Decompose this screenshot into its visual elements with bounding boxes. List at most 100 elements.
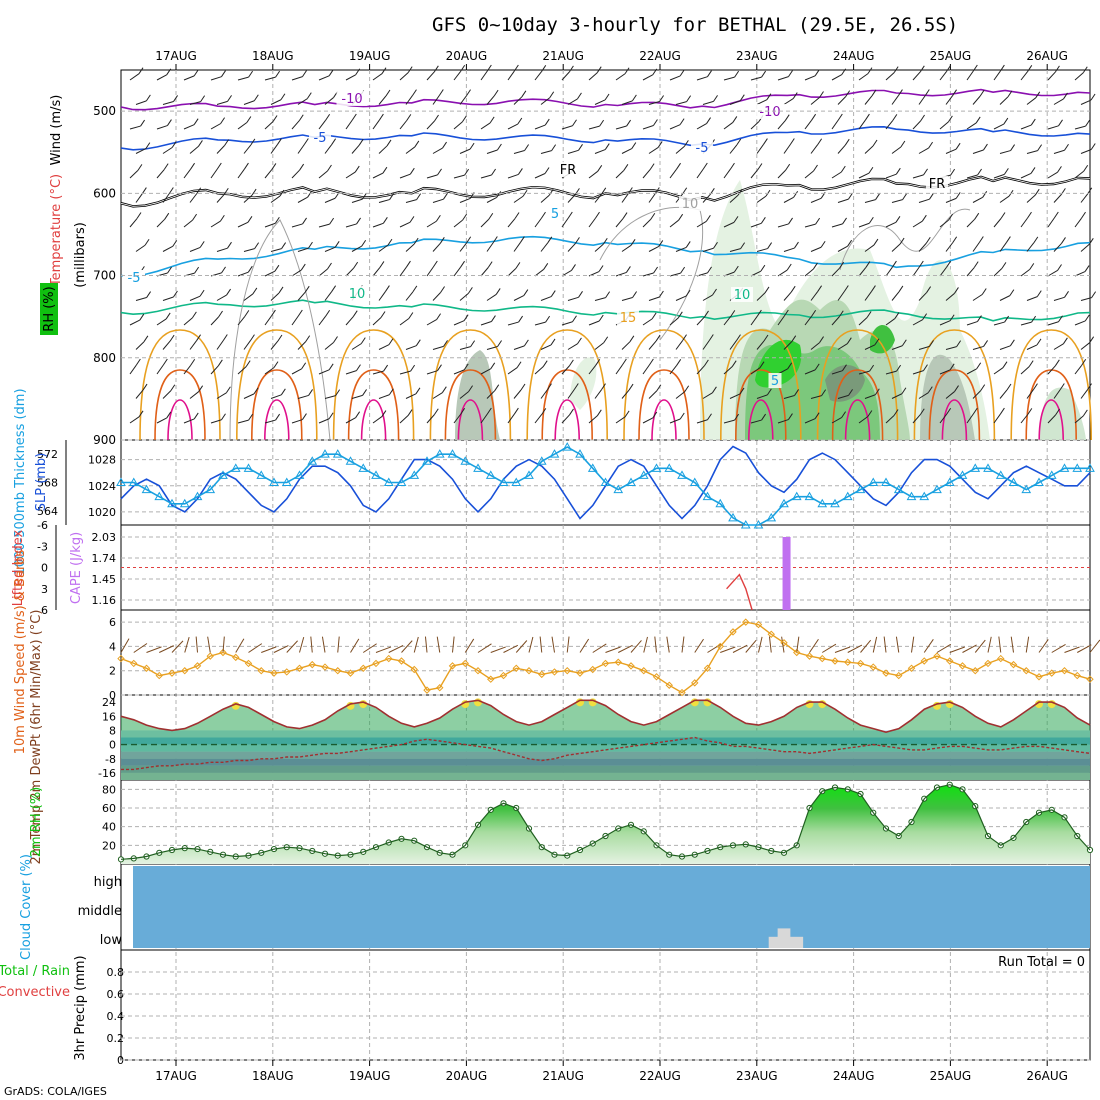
thickness-marker: [689, 477, 700, 486]
wind-barb-flag: [682, 334, 687, 341]
wind-barb-flag: [954, 287, 959, 294]
wind-barb-flag: [1036, 290, 1042, 297]
wind-barb-flag: [494, 384, 500, 391]
wind-barb-shaft: [642, 272, 654, 277]
wind-barb-flag: [1091, 291, 1097, 298]
wind-barb-flag: [226, 288, 231, 296]
isotherm-20-loop: [347, 369, 400, 441]
wind-barb-flag: [547, 383, 552, 390]
wind-barb-flag: [433, 408, 439, 416]
wind-barb: [756, 388, 772, 399]
wind-barb-flag: [1002, 361, 1008, 368]
wind-barb-shaft: [945, 95, 953, 105]
wind-barb-shaft: [297, 291, 306, 301]
wind-barb-flag: [790, 285, 796, 293]
wind-barb-shaft: [1026, 97, 1037, 105]
wind-barb-shaft: [669, 219, 679, 228]
wind-barb: [939, 260, 951, 277]
wind-barb-shaft: [291, 419, 303, 424]
wind-barb-flag: [470, 340, 476, 347]
wind-barb-flag: [871, 285, 876, 292]
wind-barb: [378, 388, 394, 399]
wind-barb-flag: [141, 187, 147, 194]
temp-line: [120, 699, 1091, 734]
wind-barb-flag: [627, 187, 633, 194]
wind-barb-flag: [227, 241, 232, 249]
wind-barb: [183, 311, 197, 326]
wind-barb-shaft: [615, 125, 627, 130]
wind-barb-shaft: [459, 346, 471, 350]
isotherm-label: 5: [771, 374, 779, 389]
isotherm-label-bg: [557, 162, 579, 177]
wind-barb: [459, 142, 475, 154]
wind-barb-flag: [766, 388, 772, 396]
wind-barb: [1026, 144, 1043, 154]
wind-barb-shaft: [480, 122, 491, 130]
wind-barb-shaft: [453, 70, 462, 81]
wind-barb-shaft: [615, 364, 623, 375]
wind-barb-shaft: [270, 144, 278, 154]
wind-barb-shaft: [1026, 242, 1035, 252]
wind-barb-shaft: [534, 71, 543, 81]
wind-barb: [318, 412, 334, 424]
wind-speed-marker: [563, 667, 571, 675]
wind-barb: [999, 289, 1015, 301]
wind-barb: [318, 262, 332, 277]
wind-barb-flag: [1058, 315, 1063, 323]
wind-barb: [945, 385, 959, 399]
wind-speed-marker: [385, 654, 393, 663]
wind-barb-shaft: [156, 417, 167, 424]
wind-barb-flag: [977, 168, 982, 176]
wind-barb: [297, 190, 313, 203]
temp-tick-label: -16: [98, 767, 116, 780]
wind-barb: [675, 385, 690, 399]
wind-barb-flag: [493, 89, 499, 97]
wind-barb-shaft: [237, 316, 246, 326]
wind-barb: [1053, 92, 1068, 105]
wind-barb-shaft: [669, 418, 681, 424]
thickness-marker: [613, 484, 624, 494]
wind-barb-flag: [708, 334, 714, 341]
wind-barb-flag: [656, 384, 662, 392]
wind-barb: [885, 167, 901, 179]
wind-barb: [534, 360, 548, 375]
wind-barb-flag: [624, 410, 630, 418]
wind-barb-flag: [978, 236, 984, 243]
wind-barb-10m: [732, 644, 748, 653]
wind-barb-shaft: [216, 145, 225, 154]
wind-barb-10m: [643, 636, 648, 653]
wind-barb: [405, 237, 419, 252]
wind-barb-shaft: [702, 193, 711, 203]
thickness-marker: [651, 463, 662, 472]
date-tick-label: 17AUG: [155, 1069, 197, 1083]
wind-barb: [270, 93, 286, 105]
wind-barb: [837, 337, 852, 350]
wind-barb-flag: [629, 335, 635, 343]
wind-barb-shaft: [999, 389, 1008, 399]
legend-total-rain: Total / Rain: [0, 964, 70, 979]
wind-barb-shaft: [351, 245, 362, 252]
wind-barb-flag: [707, 266, 712, 274]
wind-barb-flag: [541, 211, 546, 219]
wind-barb-flag: [785, 163, 791, 171]
wind-barb: [810, 336, 824, 350]
wind-barb: [561, 211, 573, 228]
wind-barb-shaft: [966, 70, 974, 81]
wind-barb-shaft: [372, 119, 380, 130]
wind-barb-shaft: [372, 73, 383, 81]
wind-barb-flag: [1027, 408, 1033, 415]
wind-barb: [615, 119, 632, 130]
wind-barb-flag: [221, 413, 226, 421]
wind-barb-shaft: [135, 100, 147, 105]
wind-barb-shaft: [432, 392, 443, 399]
date-tick-label: 23AUG: [736, 1069, 778, 1083]
wind-barb: [675, 241, 691, 252]
wind-barb: [999, 236, 1011, 252]
thickness-marker: [932, 484, 942, 494]
wind-barb: [1020, 65, 1033, 81]
thickness-marker: [995, 470, 1006, 479]
wind-barb-flag: [740, 242, 746, 249]
wind-barb: [297, 285, 310, 301]
wind-barb-shaft: [243, 100, 255, 105]
wind-barb: [453, 314, 469, 326]
